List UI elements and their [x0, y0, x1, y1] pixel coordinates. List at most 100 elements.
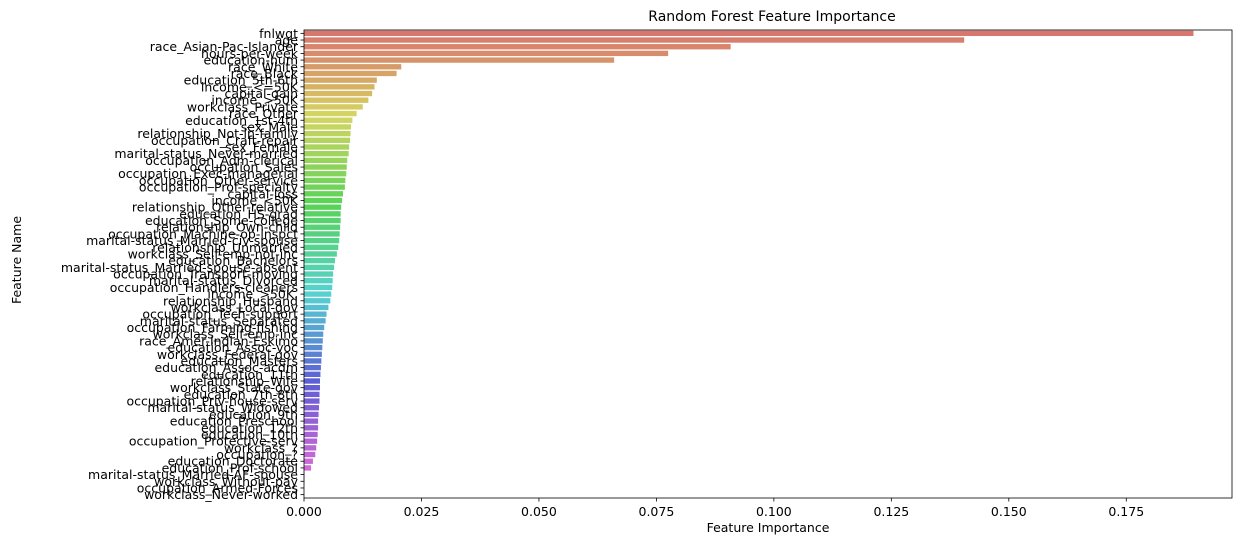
x-tick-label-3: 0.075	[639, 504, 675, 519]
bar-45	[304, 331, 324, 337]
bar-6	[304, 70, 397, 77]
y-tick-label-20: occupation_Sales	[190, 160, 298, 175]
x-tick-label-4: 0.100	[756, 504, 792, 519]
y-tick-label-69: workclass_Never-worked	[144, 487, 298, 502]
y-tick-label-66: marital-status_Married-AF-spouse	[88, 467, 298, 482]
bar-48	[304, 351, 322, 357]
y-tick-label-47: education_Assoc-voc	[168, 340, 299, 355]
bar-38	[304, 284, 333, 291]
bar-7	[304, 77, 377, 83]
bar-14	[304, 124, 351, 130]
bar-1	[304, 37, 965, 43]
bar-41	[304, 304, 329, 311]
y-tick-label-0: fnlwgt	[259, 26, 298, 41]
bar-27	[304, 211, 341, 217]
y-tick-label-23: occupation_Prof-specialty	[139, 180, 299, 195]
y-tick-label-36: occupation_Transport-moving	[113, 267, 298, 282]
y-tick-label-6: race_Black	[231, 66, 299, 81]
bar-51	[304, 371, 321, 377]
bar-22	[304, 177, 346, 184]
y-tick-label-65: education_Prof-school	[162, 460, 298, 475]
y-tick-label-8: income_<=50K	[201, 79, 299, 94]
bar-52	[304, 378, 320, 384]
plot-frame	[303, 29, 1233, 499]
bar-9	[304, 90, 373, 97]
x-tick-label-5: 0.125	[873, 504, 909, 519]
y-tick-label-52: relationship_Wife	[191, 374, 299, 389]
y-tick-label-15: relationship_Not-in-family	[137, 126, 298, 141]
bar-4	[304, 57, 615, 63]
bar-56	[304, 405, 320, 411]
bar-34	[304, 257, 336, 264]
y-tick-label-39: income_>50K.	[207, 287, 298, 302]
bar-63	[304, 451, 316, 458]
y-tick-label-64: education_Doctorate	[168, 454, 299, 469]
bar-10	[304, 97, 369, 103]
bar-28	[304, 217, 341, 224]
y-tick-label-63: occupation_?	[216, 447, 298, 462]
y-tick-label-2: race_Asian-Pac-Islander	[150, 39, 299, 54]
bar-30	[304, 231, 340, 237]
y-tick-label-54: education_7th-8th	[184, 387, 298, 402]
bar-58	[304, 418, 319, 424]
x-tick-label-2: 0.050	[521, 504, 557, 519]
bar-42	[304, 311, 327, 317]
y-tick-label-53: workclass_State-gov	[170, 380, 299, 395]
bar-29	[304, 224, 341, 230]
bar-54	[304, 391, 320, 398]
bar-23	[304, 184, 345, 190]
y-tick-label-42: occupation_Tech-support	[142, 307, 298, 322]
x-tick-label-7: 0.175	[1108, 504, 1144, 519]
y-tick-label-9: capital-gain	[225, 86, 298, 101]
y-tick-label-30: occupation_Machine-op-inspct	[108, 226, 298, 241]
bar-61	[304, 438, 318, 444]
bar-24	[304, 191, 343, 197]
bar-0	[304, 30, 1194, 37]
y-tick-label-16: occupation_Craft-repair	[151, 133, 299, 148]
y-tick-label-34: education_Bachelors	[168, 253, 298, 268]
bar-44	[304, 324, 325, 331]
bar-16	[304, 137, 351, 143]
bar-19	[304, 157, 348, 164]
y-tick-label-3: hours-per-week	[201, 46, 299, 61]
bar-13	[304, 117, 353, 123]
y-tick-label-28: education_Some-college	[145, 213, 298, 228]
y-tick-label-32: relationship_Unmarried	[152, 240, 298, 255]
bar-57	[304, 411, 319, 418]
bar-49	[304, 358, 322, 364]
bar-64	[304, 458, 313, 464]
bar-53	[304, 385, 320, 391]
y-tick-label-60: education_10th	[201, 427, 298, 442]
bar-62	[304, 445, 317, 451]
bar-26	[304, 204, 342, 210]
y-tick-label-46: race_Amer-Indian-Eskimo	[139, 333, 298, 348]
bars-layer	[304, 30, 1194, 484]
bar-36	[304, 271, 334, 277]
y-tick-label-18: marital-status_Never-married	[114, 146, 298, 161]
bar-8	[304, 84, 375, 90]
y-tick-label-50: education_Assoc-acdm	[154, 360, 298, 375]
bar-32	[304, 244, 339, 250]
y-tick-label-11: workclass_Private	[187, 99, 298, 114]
y-tick-label-33: workclass_Self-emp-not-inc	[128, 246, 299, 261]
y-tick-label-49: education_Masters	[181, 353, 298, 368]
bar-15	[304, 130, 351, 137]
y-tick-label-22: occupation_Other-service	[139, 173, 298, 188]
x-tick-label-6: 0.150	[991, 504, 1027, 519]
bar-50	[304, 364, 321, 371]
y-tick-label-27: education_HS-grad	[179, 206, 298, 221]
bar-18	[304, 151, 349, 157]
bar-47	[304, 344, 323, 351]
y-tick-label-41: workclass_Local-gov	[171, 300, 299, 315]
bar-3	[304, 50, 669, 57]
y-tick-label-67: workclass_Without-pay	[154, 474, 298, 489]
bar-17	[304, 144, 350, 150]
bar-65	[304, 465, 312, 471]
y-tick-label-56: marital-status_Widowed	[147, 400, 298, 415]
bar-46	[304, 338, 323, 344]
y-tick-label-43: marital-status_Separated	[140, 313, 298, 328]
y-tick-label-45: workclass_Self-emp-inc	[153, 327, 299, 342]
y-tick-label-26: relationship_Other-relative	[132, 200, 298, 215]
y-tick-label-35: marital-status_Married-spouse-absent	[61, 260, 298, 275]
